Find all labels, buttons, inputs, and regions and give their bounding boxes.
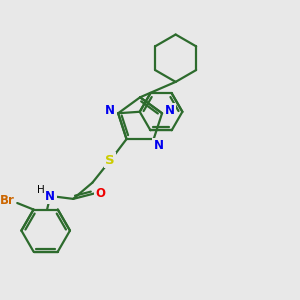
Text: O: O [95,187,106,200]
Text: N: N [105,104,115,117]
Text: N: N [45,190,55,203]
Text: N: N [165,104,175,117]
Text: Br: Br [0,194,15,207]
Text: S: S [105,154,115,167]
Text: H: H [38,185,45,195]
Text: N: N [154,139,164,152]
